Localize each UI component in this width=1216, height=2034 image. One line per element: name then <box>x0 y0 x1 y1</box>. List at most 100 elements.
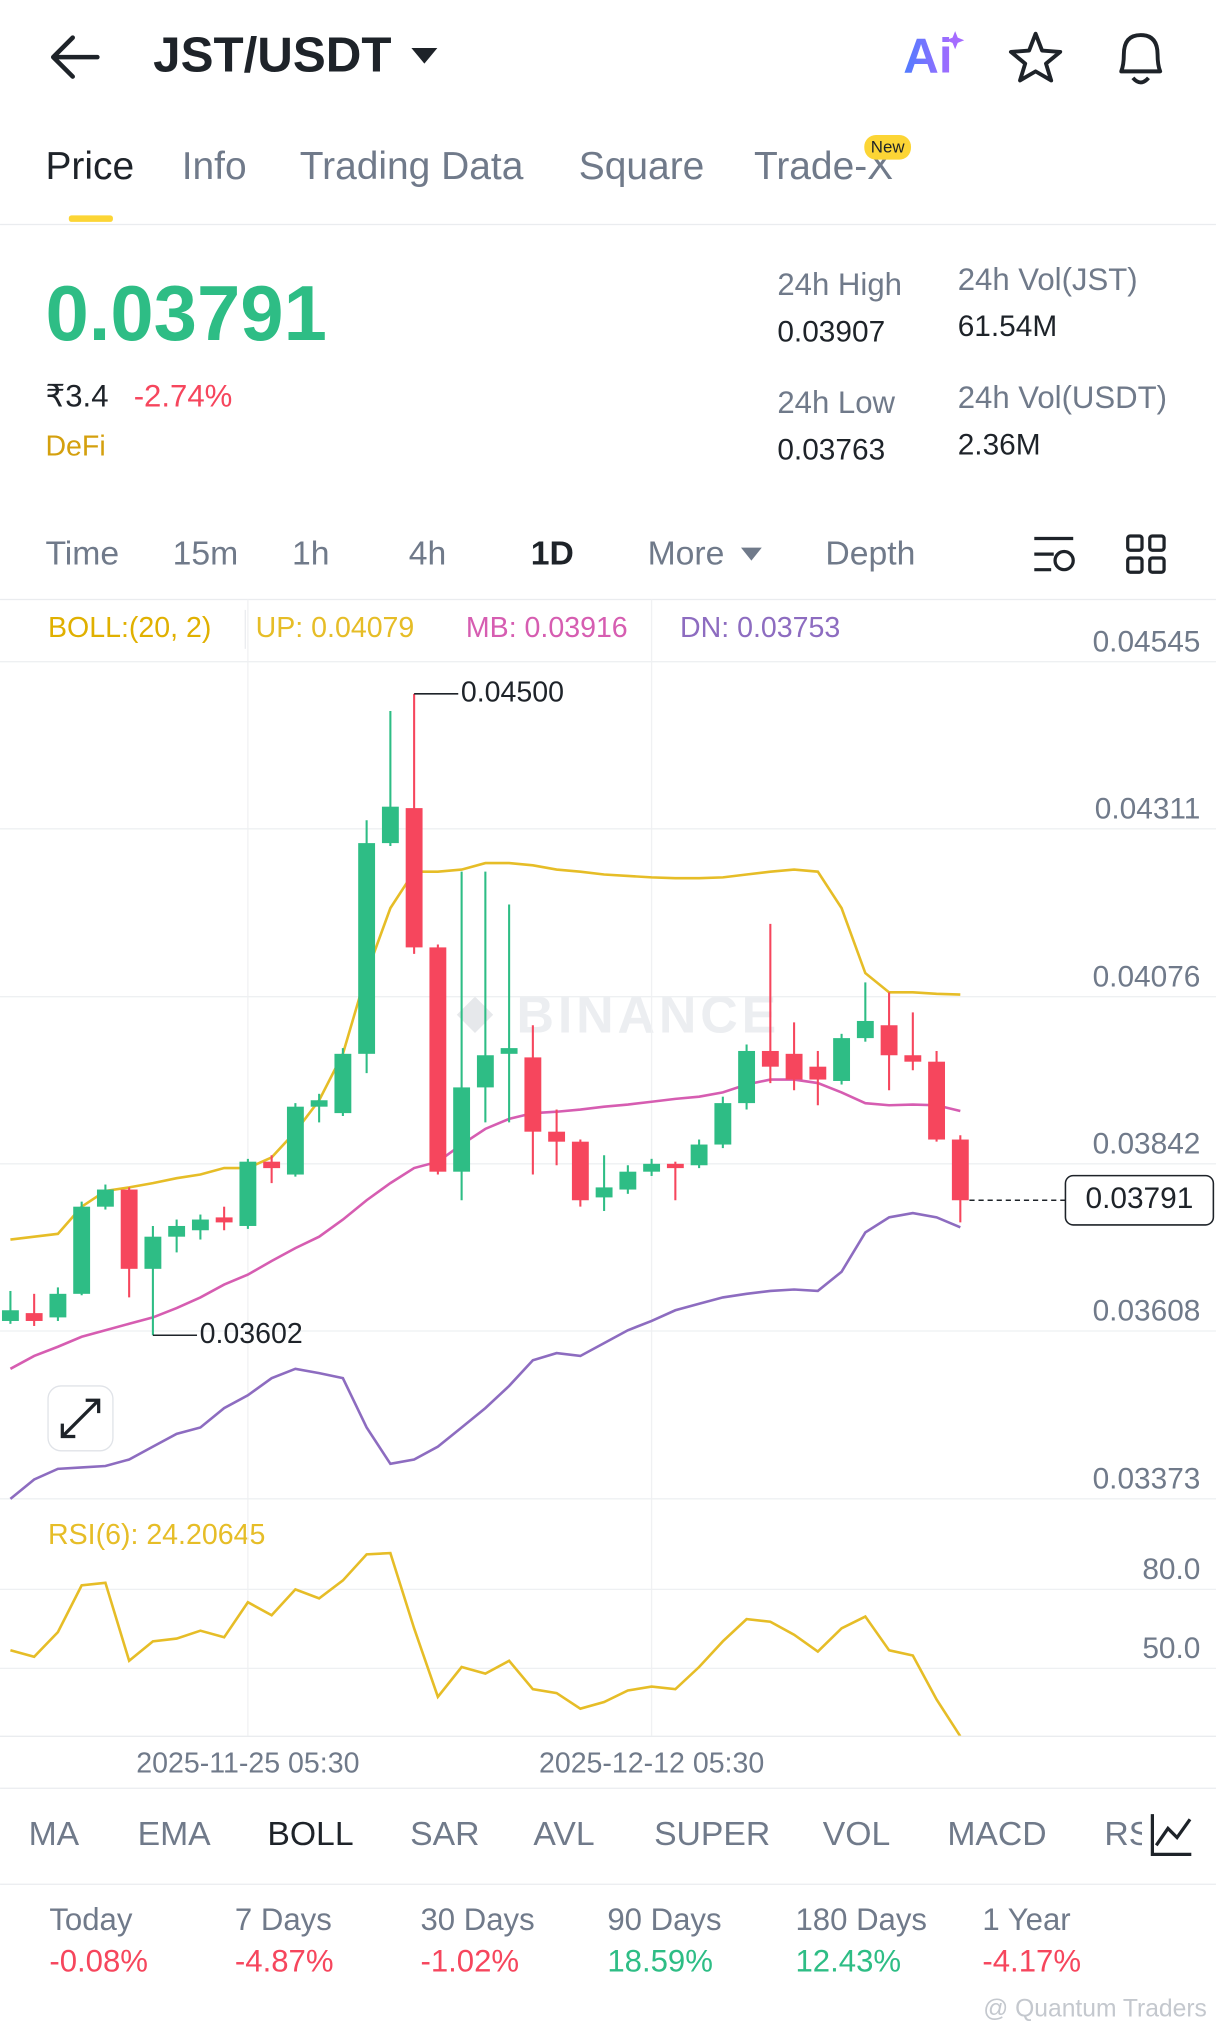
new-badge-text: New <box>871 137 906 156</box>
candle-body <box>571 1141 589 1201</box>
period-label: 1 Year <box>982 1902 1070 1937</box>
stat-value: 0.03763 <box>777 433 885 466</box>
x-tick-label: 2025-11-25 05:30 <box>136 1747 359 1779</box>
period-change: 12.43% <box>796 1944 902 1979</box>
candle-body <box>714 1103 732 1145</box>
period-label: 30 Days <box>420 1902 534 1937</box>
stat-value: 0.03907 <box>777 315 885 348</box>
period-label: Today <box>49 1902 132 1937</box>
candle-body <box>168 1225 186 1237</box>
tab[interactable]: Price <box>45 145 134 188</box>
interval[interactable]: 15m <box>173 534 239 572</box>
tab[interactable]: Info <box>182 145 247 188</box>
chart-settings-button[interactable] <box>1034 536 1075 572</box>
candle-body <box>286 1106 304 1175</box>
candle-body <box>73 1206 91 1294</box>
indicator-tab[interactable]: MA <box>29 1815 80 1853</box>
indicator-tab[interactable]: MACD <box>947 1815 1046 1853</box>
interval[interactable]: More <box>648 534 725 572</box>
indicator-tab[interactable]: BOLL <box>267 1815 353 1853</box>
fiat-price: ₹3.4 <box>45 379 108 414</box>
ai-button[interactable]: Ai <box>903 29 952 84</box>
indicator-line <box>10 1551 962 1738</box>
last-price-box <box>1064 1174 1215 1226</box>
tab[interactable]: Trading Data <box>300 145 524 188</box>
watermark: BINANCE <box>517 985 781 1043</box>
last-price-label: 0.03791 <box>1085 1182 1193 1215</box>
candle-body <box>738 1050 756 1104</box>
candle-body <box>761 1050 779 1067</box>
candle-body <box>191 1219 209 1231</box>
period-label: 180 Days <box>796 1902 927 1937</box>
candle-body <box>666 1163 684 1169</box>
interval[interactable]: Depth <box>825 534 915 572</box>
stat-label: 24h Low <box>777 385 895 420</box>
legend-entry: RSI(6): 24.20645 <box>48 1519 265 1551</box>
candle-body <box>263 1161 281 1169</box>
indicator-tab[interactable]: VOL <box>823 1815 890 1853</box>
candle-body <box>595 1187 613 1198</box>
new-badge <box>864 134 912 160</box>
y-tick-label: 0.03608 <box>1093 1295 1201 1328</box>
candle-body <box>904 1055 922 1062</box>
candle-body <box>120 1189 138 1269</box>
indicator-tab[interactable]: SUPER <box>654 1815 770 1853</box>
indicator-tab[interactable]: EMA <box>138 1815 212 1853</box>
indicator-tab[interactable]: SAR <box>410 1815 479 1853</box>
indicator-title: BOLL:(20, 2) <box>48 612 211 644</box>
pair-title[interactable]: JST/USDT <box>153 27 391 82</box>
candle-body <box>619 1171 637 1190</box>
stat-label: 24h Vol(USDT) <box>958 380 1167 415</box>
interval[interactable]: 1h <box>292 534 330 572</box>
watermark-logo <box>456 996 494 1033</box>
indicator-tab[interactable]: AVL <box>533 1815 594 1853</box>
candle-body <box>334 1053 352 1114</box>
candle-body <box>809 1066 827 1080</box>
candle-body <box>96 1189 114 1207</box>
back-button[interactable] <box>50 35 100 79</box>
alert-button[interactable] <box>1119 33 1163 85</box>
stat-value: 2.36M <box>958 428 1041 461</box>
interval[interactable]: 4h <box>409 534 447 572</box>
stat-value: 61.54M <box>958 310 1058 343</box>
candle-body <box>500 1048 518 1054</box>
candle-body <box>25 1313 43 1321</box>
candle-body <box>215 1217 233 1223</box>
last-price: 0.03791 <box>45 271 326 357</box>
y-tick-label: 0.03842 <box>1093 1128 1201 1161</box>
tab[interactable]: Square <box>579 145 705 188</box>
favorite-button[interactable] <box>1008 31 1063 83</box>
period-change: -4.87% <box>235 1944 334 1979</box>
candle-body <box>928 1061 946 1140</box>
more-caret <box>741 547 762 561</box>
candle-body <box>548 1131 566 1142</box>
ai-sparkle <box>946 31 965 50</box>
y-tick-label: 80.0 <box>1142 1553 1200 1586</box>
min-marker-label: 0.03602 <box>200 1318 303 1350</box>
period-change: -4.17% <box>982 1944 1081 1979</box>
x-tick-label: 2025-12-12 05:30 <box>539 1747 764 1779</box>
period-change: -0.08% <box>49 1944 148 1979</box>
interval[interactable]: 1D <box>531 534 574 572</box>
active-tab-indicator <box>68 215 113 222</box>
candle-body <box>429 947 447 1172</box>
period-change: 18.59% <box>607 1944 713 1979</box>
y-tick-label: 0.03373 <box>1093 1463 1201 1496</box>
interval[interactable]: Time <box>45 534 119 572</box>
y-tick-label: 0.04076 <box>1093 960 1201 993</box>
candle-body <box>951 1139 969 1201</box>
y-tick-label: 50.0 <box>1142 1632 1200 1665</box>
watermark-footer: @ Quantum Traders <box>983 1996 1207 2023</box>
candle-body <box>1 1310 19 1321</box>
indicator-line <box>10 861 961 1241</box>
candle-body <box>690 1144 708 1166</box>
indicator-settings-button[interactable] <box>1150 1814 1192 1857</box>
pair-dropdown[interactable] <box>411 48 438 64</box>
indicator-line <box>9 1078 961 1370</box>
indicator-line <box>9 1211 961 1500</box>
layout-button[interactable] <box>1126 534 1166 574</box>
price-change: -2.74% <box>134 379 233 414</box>
period-change: -1.02% <box>420 1944 519 1979</box>
category-tag[interactable]: DeFi <box>45 430 105 462</box>
